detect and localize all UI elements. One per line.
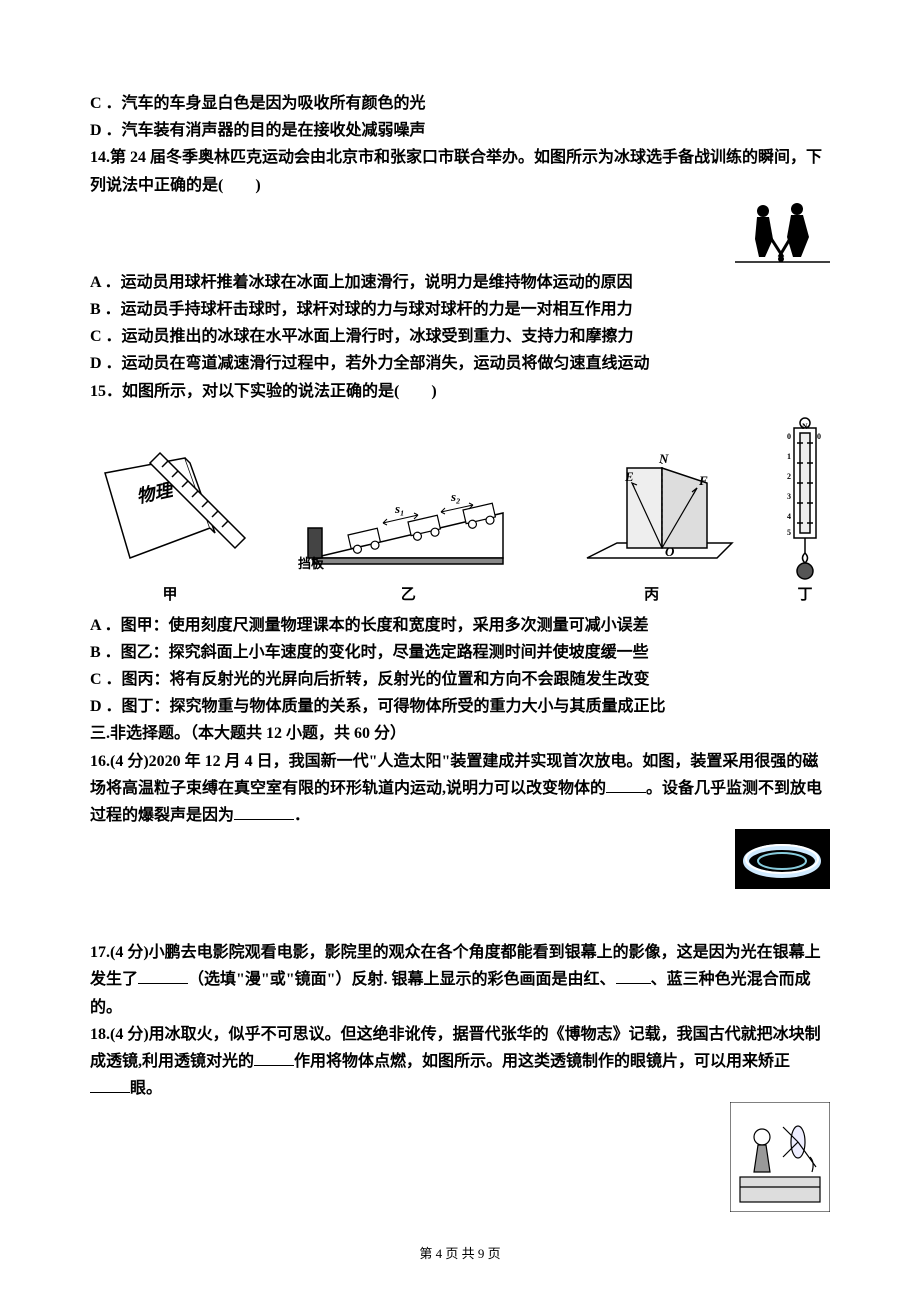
q16-image — [735, 829, 830, 889]
svg-text:0: 0 — [817, 432, 821, 441]
q17-blank-2[interactable] — [616, 968, 651, 984]
svg-text:O: O — [665, 544, 675, 559]
q15-fig-d-label: 丁 — [780, 583, 830, 604]
svg-text:E: E — [624, 469, 634, 484]
q16-stem: 16.(4 分)2020 年 12 月 4 日，我国新一代"人造太阳"装置建成并… — [90, 748, 830, 830]
ancient-lens-icon — [730, 1102, 830, 1212]
tokamak-icon — [735, 829, 830, 889]
q17-stem: 17.(4 分)小鹏去电影院观看电影，影院里的观众在各个角度都能看到银幕上的影像… — [90, 939, 830, 1021]
q16-image-wrap — [90, 829, 830, 889]
book-ruler-icon: 物理 — [90, 433, 250, 583]
svg-text:N: N — [802, 422, 808, 431]
q15-fig-c-label: 丙 — [567, 583, 737, 604]
q16-text-c: ． — [294, 807, 310, 824]
q18-image-wrap — [90, 1102, 830, 1212]
q18-text-b: 作用将物体点燃，如图所示。用这类透镜制作的眼镜片，可以用来矫正 — [294, 1053, 790, 1070]
q15-option-b: B ．图乙：探究斜面上小车速度的变化时，尽量选定路程测时间并使坡度缓一些 — [90, 639, 830, 666]
svg-text:5: 5 — [787, 528, 791, 537]
ramp-cart-icon: 挡板 — [293, 473, 523, 583]
svg-text:N: N — [658, 453, 669, 466]
svg-text:s₂: s₂ — [450, 489, 461, 504]
q15-fig-a-label: 甲 — [90, 583, 250, 604]
q15-option-c: C ．图丙：将有反射光的光屏向后折转，反射光的位置和方向不会跟随发生改变 — [90, 666, 830, 693]
q15-figures: 物理 甲 挡板 — [90, 413, 830, 604]
q14-option-c: C ．运动员推出的冰球在水平冰面上滑行时，冰球受到重力、支持力和摩擦力 — [90, 323, 830, 350]
prev-option-c: C ．汽车的车身显白色是因为吸收所有颜色的光 — [90, 90, 830, 117]
q15-option-a: A ．图甲：使用刻度尺测量物理课本的长度和宽度时，采用多次测量可减小误差 — [90, 612, 830, 639]
svg-text:0: 0 — [787, 432, 791, 441]
svg-text:s₁: s₁ — [394, 501, 405, 516]
q14-image — [735, 199, 830, 269]
q18-blank-2[interactable] — [90, 1077, 130, 1093]
hockey-players-icon — [735, 199, 830, 269]
q15-stem: 15．如图所示，对以下实验的说法正确的是( ) — [90, 378, 830, 405]
page-footer: 第 4 页 共 9 页 — [0, 1243, 920, 1262]
q17-text-b: （选填"漫"或"镜面"）反射. 银幕上显示的彩色画面是由红、 — [188, 971, 616, 988]
svg-text:挡板: 挡板 — [298, 556, 325, 571]
q15-option-d: D ．图丁：探究物重与物体质量的关系，可得物体所受的重力大小与其质量成正比 — [90, 693, 830, 720]
q16-blank-2[interactable] — [234, 804, 294, 820]
q17-blank-1[interactable] — [138, 968, 188, 984]
q18-stem: 18.(4 分)用冰取火，似乎不可思议。但这绝非讹传，据晋代张华的《博物志》记载… — [90, 1021, 830, 1103]
svg-text:1: 1 — [787, 452, 791, 461]
reflection-screen-icon: N E F O — [567, 453, 737, 583]
q14-option-b: B ．运动员手持球杆击球时，球杆对球的力与球对球杆的力是一对相互作用力 — [90, 296, 830, 323]
q14-option-a: A ．运动员用球杆推着冰球在冰面上加速滑行，说明力是维持物体运动的原因 — [90, 269, 830, 296]
q16-blank-1[interactable] — [606, 777, 646, 793]
q15-fig-a: 物理 甲 — [90, 433, 250, 604]
q15-fig-d: 0 0 1 2 3 4 5 N 丁 — [780, 413, 830, 604]
q15-fig-b-label: 乙 — [293, 583, 523, 604]
q15-fig-b: 挡板 — [293, 473, 523, 604]
q14-option-d: D ．运动员在弯道减速滑行过程中，若外力全部消失，运动员将做匀速直线运动 — [90, 350, 830, 377]
q14-image-wrap — [90, 199, 830, 269]
svg-text:2: 2 — [787, 472, 791, 481]
section3-header: 三.非选择题。（本大题共 12 小题，共 60 分） — [90, 720, 830, 747]
q18-blank-1[interactable] — [254, 1050, 294, 1066]
q18-image — [730, 1102, 830, 1212]
q14-stem: 14.第 24 届冬季奥林匹克运动会由北京市和张家口市联合举办。如图所示为冰球选… — [90, 144, 830, 198]
q18-text-c: 眼。 — [130, 1080, 162, 1097]
svg-text:3: 3 — [787, 492, 791, 501]
spring-scale-icon: 0 0 1 2 3 4 5 N — [780, 413, 830, 583]
svg-text:4: 4 — [787, 512, 791, 521]
q15-fig-c: N E F O 丙 — [567, 453, 737, 604]
prev-option-d: D ．汽车装有消声器的目的是在接收处减弱噪声 — [90, 117, 830, 144]
svg-text:F: F — [698, 473, 708, 488]
